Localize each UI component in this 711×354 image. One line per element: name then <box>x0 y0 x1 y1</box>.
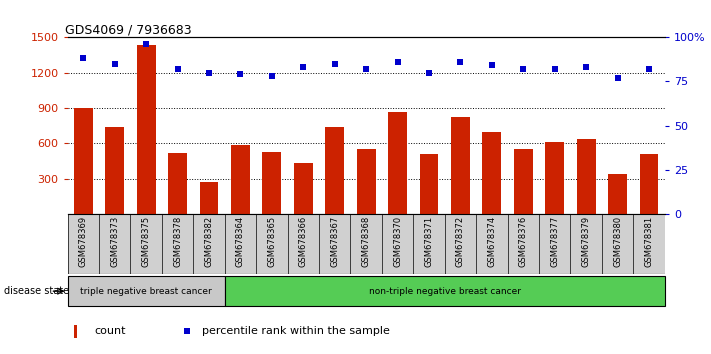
Bar <box>105 127 124 214</box>
Bar <box>168 153 187 214</box>
Text: GSM678371: GSM678371 <box>424 216 434 267</box>
Bar <box>262 152 282 214</box>
Text: percentile rank within the sample: percentile rank within the sample <box>202 326 390 336</box>
Text: GSM678378: GSM678378 <box>173 216 182 267</box>
Point <box>455 59 466 65</box>
Point <box>423 70 434 75</box>
Text: GSM678372: GSM678372 <box>456 216 465 267</box>
Point <box>612 75 624 81</box>
Text: GSM678376: GSM678376 <box>519 216 528 267</box>
Bar <box>514 149 533 214</box>
Point <box>141 41 152 47</box>
Point <box>235 72 246 77</box>
Text: triple negative breast cancer: triple negative breast cancer <box>80 287 212 296</box>
Text: GSM678375: GSM678375 <box>141 216 151 267</box>
Point <box>549 66 560 72</box>
Point <box>109 61 120 67</box>
Point <box>181 328 193 334</box>
Point <box>580 64 592 70</box>
Text: GSM678380: GSM678380 <box>613 216 622 267</box>
Bar <box>231 144 250 214</box>
Point <box>203 70 215 75</box>
Text: GSM678377: GSM678377 <box>550 216 560 267</box>
Text: GSM678379: GSM678379 <box>582 216 591 267</box>
Bar <box>357 149 375 214</box>
Text: GSM678373: GSM678373 <box>110 216 119 267</box>
Bar <box>326 127 344 214</box>
Text: non-triple negative breast cancer: non-triple negative breast cancer <box>369 287 520 296</box>
Point <box>266 73 277 79</box>
Bar <box>640 154 658 214</box>
Text: disease state: disease state <box>4 286 69 296</box>
Text: GSM678367: GSM678367 <box>330 216 339 267</box>
Point <box>172 66 183 72</box>
Text: GSM678364: GSM678364 <box>236 216 245 267</box>
Bar <box>608 174 627 214</box>
Text: GSM678369: GSM678369 <box>79 216 87 267</box>
Text: count: count <box>95 326 126 336</box>
Point <box>392 59 403 65</box>
Text: GDS4069 / 7936683: GDS4069 / 7936683 <box>65 23 191 36</box>
Text: GSM678382: GSM678382 <box>205 216 213 267</box>
Point <box>360 66 372 72</box>
Bar <box>419 154 439 214</box>
Bar <box>73 325 77 338</box>
Point <box>518 66 529 72</box>
Point <box>77 56 89 61</box>
Point <box>329 61 341 67</box>
Point <box>298 64 309 70</box>
Bar <box>483 132 501 214</box>
Text: GSM678368: GSM678368 <box>362 216 370 267</box>
Bar <box>68 276 225 306</box>
Bar <box>451 118 470 214</box>
Bar <box>225 276 665 306</box>
Text: GSM678374: GSM678374 <box>488 216 496 267</box>
Text: GSM678381: GSM678381 <box>645 216 653 267</box>
Text: GSM678366: GSM678366 <box>299 216 308 267</box>
Bar <box>137 45 156 214</box>
Point <box>486 63 498 68</box>
Bar <box>200 182 218 214</box>
Bar <box>577 139 596 214</box>
Bar <box>388 112 407 214</box>
Bar <box>545 142 565 214</box>
Point <box>643 66 655 72</box>
Bar <box>294 164 313 214</box>
Text: GSM678365: GSM678365 <box>267 216 277 267</box>
Bar <box>74 108 92 214</box>
Text: GSM678370: GSM678370 <box>393 216 402 267</box>
